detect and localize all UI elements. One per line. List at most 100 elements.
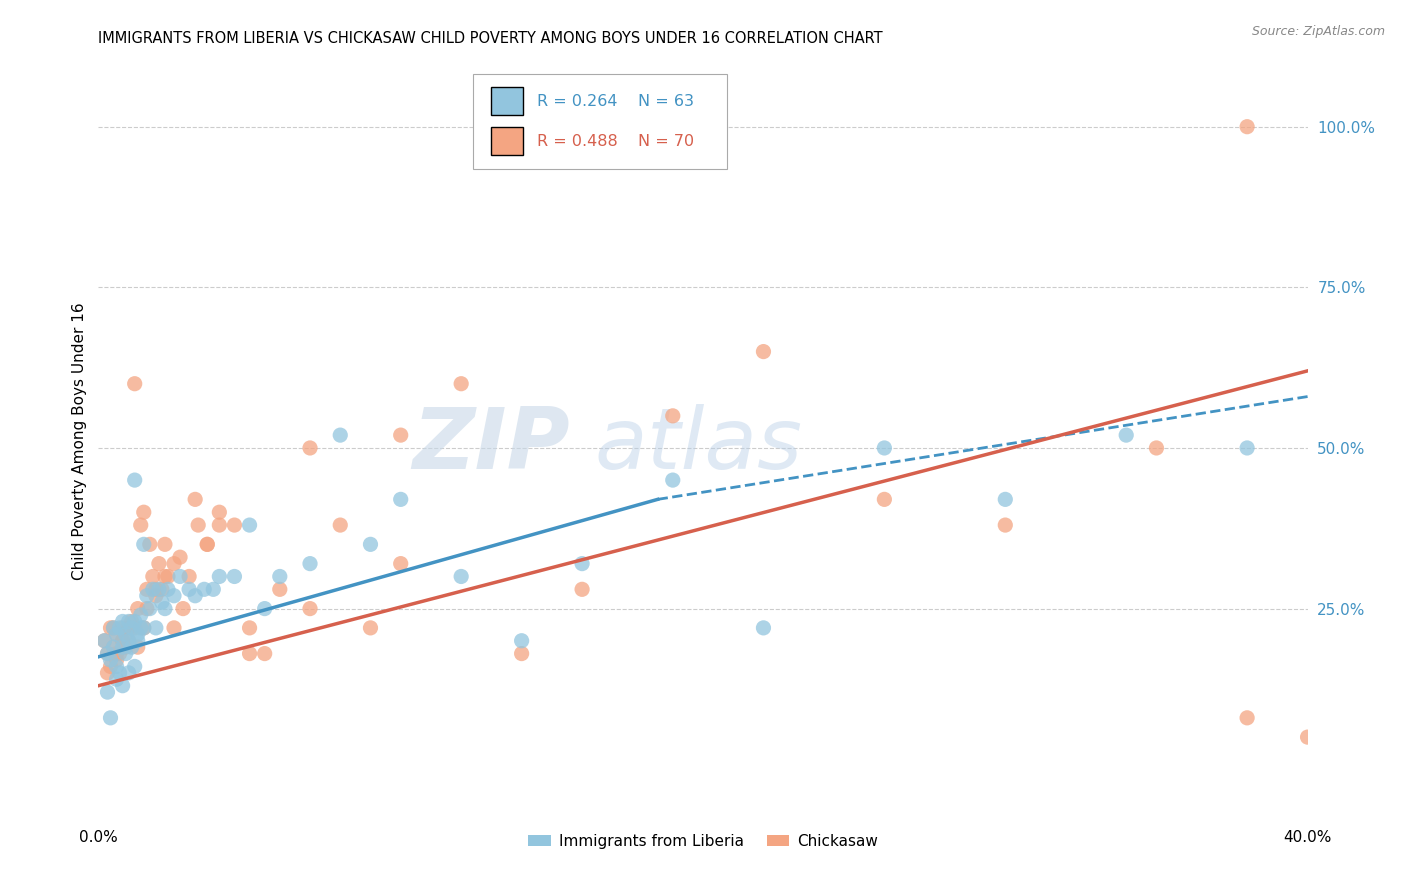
Point	[269, 582, 291, 597]
Point	[127, 640, 149, 655]
Point	[93, 633, 115, 648]
Point	[124, 473, 146, 487]
Point	[571, 557, 593, 571]
Point	[105, 647, 128, 661]
Point	[111, 633, 134, 648]
Point	[208, 505, 231, 519]
Point	[195, 537, 218, 551]
Point	[111, 615, 134, 629]
Legend: Immigrants from Liberia, Chickasaw: Immigrants from Liberia, Chickasaw	[522, 828, 884, 855]
Point	[111, 633, 134, 648]
Point	[121, 621, 143, 635]
Point	[253, 647, 276, 661]
Point	[108, 647, 131, 661]
Point	[103, 640, 125, 655]
Point	[121, 615, 143, 629]
Point	[1236, 120, 1258, 134]
Point	[118, 621, 141, 635]
Y-axis label: Child Poverty Among Boys Under 16: Child Poverty Among Boys Under 16	[72, 302, 87, 581]
FancyBboxPatch shape	[474, 74, 727, 169]
Text: ZIP: ZIP	[412, 404, 569, 487]
Point	[329, 428, 352, 442]
Point	[172, 601, 194, 615]
Point	[163, 589, 186, 603]
Point	[103, 640, 125, 655]
Point	[127, 627, 149, 641]
Point	[150, 582, 173, 597]
Point	[163, 557, 186, 571]
Point	[450, 376, 472, 391]
Point	[184, 589, 207, 603]
Point	[156, 582, 179, 597]
Point	[299, 601, 322, 615]
FancyBboxPatch shape	[492, 87, 523, 115]
Point	[148, 582, 170, 597]
Point	[169, 569, 191, 583]
Point	[111, 679, 134, 693]
Point	[118, 633, 141, 648]
Point	[163, 621, 186, 635]
Point	[105, 627, 128, 641]
Point	[571, 582, 593, 597]
Point	[127, 601, 149, 615]
Point	[153, 537, 176, 551]
Point	[873, 441, 896, 455]
Point	[873, 492, 896, 507]
Point	[114, 640, 136, 655]
Point	[111, 621, 134, 635]
Point	[108, 621, 131, 635]
Point	[139, 537, 162, 551]
Text: Source: ZipAtlas.com: Source: ZipAtlas.com	[1251, 25, 1385, 38]
Point	[253, 601, 276, 615]
Point	[239, 647, 262, 661]
Point	[105, 653, 128, 667]
Point	[752, 621, 775, 635]
Point	[121, 640, 143, 655]
Point	[103, 621, 125, 635]
Text: N = 70: N = 70	[638, 134, 693, 149]
Point	[132, 505, 155, 519]
Point	[93, 633, 115, 648]
Point	[239, 621, 262, 635]
Point	[153, 569, 176, 583]
Point	[169, 550, 191, 565]
Point	[96, 685, 118, 699]
Point	[132, 537, 155, 551]
Point	[184, 492, 207, 507]
Point	[208, 569, 231, 583]
Point	[118, 665, 141, 680]
Point	[994, 492, 1017, 507]
Point	[179, 582, 201, 597]
Point	[145, 582, 167, 597]
Point	[1296, 730, 1319, 744]
Point	[100, 621, 122, 635]
Point	[96, 665, 118, 680]
Point	[142, 582, 165, 597]
Point	[111, 640, 134, 655]
Point	[108, 665, 131, 680]
Point	[661, 473, 683, 487]
Point	[1236, 711, 1258, 725]
Point	[96, 647, 118, 661]
Point	[105, 659, 128, 673]
Point	[1115, 428, 1137, 442]
Text: atlas: atlas	[595, 404, 803, 487]
Point	[510, 647, 533, 661]
Point	[150, 595, 173, 609]
Point	[100, 653, 122, 667]
Point	[135, 582, 157, 597]
Point	[142, 569, 165, 583]
Point	[269, 569, 291, 583]
Point	[100, 711, 122, 725]
Point	[103, 621, 125, 635]
Point	[450, 569, 472, 583]
Point	[124, 621, 146, 635]
Point	[1144, 441, 1167, 455]
Point	[179, 569, 201, 583]
Point	[156, 569, 179, 583]
Point	[752, 344, 775, 359]
Point	[510, 633, 533, 648]
Point	[100, 659, 122, 673]
Point	[299, 441, 322, 455]
Point	[202, 582, 225, 597]
